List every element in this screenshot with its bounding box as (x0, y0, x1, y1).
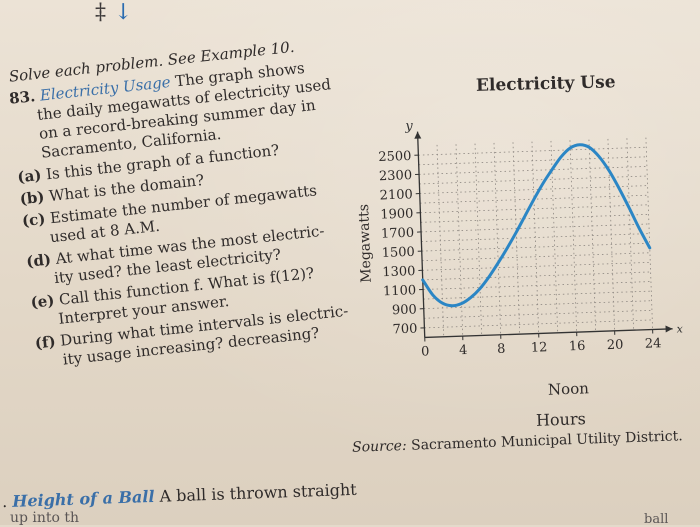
x-tick-label: 24 (645, 336, 662, 352)
grid-line-horizontal (418, 147, 646, 155)
grid-line-horizontal (421, 234, 649, 242)
part-label: (c) (21, 210, 46, 230)
problem-83: Solve each problem. See Example 10. 83. … (6, 34, 366, 373)
part-label: (b) (19, 188, 45, 208)
down-arrow-icon: ↓ (114, 0, 140, 25)
grid-line-horizontal (421, 224, 649, 232)
y-tick-label: 1500 (381, 245, 415, 261)
source-line: Source: Sacramento Municipal Utility Dis… (352, 428, 683, 456)
y-tick-label: 700 (392, 322, 417, 338)
x-axis-letter: x (676, 322, 683, 335)
y-tick-label: 1300 (382, 264, 416, 280)
next-problem-tail: up into th (10, 510, 79, 526)
chart-title: Electricity Use (476, 72, 616, 96)
y-tick-label: 2300 (379, 168, 413, 184)
top-marks: ‡↓ (95, 0, 140, 25)
next-problem-text: A ball is thrown straight (159, 480, 357, 506)
y-axis-title: Megawatts (356, 204, 375, 283)
x-axis-label: Hours (536, 409, 586, 430)
next-bullet: . (2, 492, 8, 511)
series-line (418, 142, 651, 306)
x-tick-label: 0 (421, 344, 430, 359)
problem-number: 83. (8, 87, 36, 108)
part-label: (d) (25, 250, 51, 270)
y-axis-letter: y (404, 119, 414, 134)
next-problem: . Height of a Ball A ball is thrown stra… (2, 480, 357, 511)
x-tick-label: 12 (531, 340, 548, 356)
part-label: (e) (30, 291, 56, 311)
grid-line-horizontal (423, 282, 651, 290)
x-note-noon: Noon (548, 379, 589, 398)
y-tick-label: 2500 (378, 149, 412, 165)
chart-svg: x y 700 900 1100 1300 1500 1700 1900 2100 2300 2500… (345, 106, 700, 408)
y-tick-label: 1100 (383, 283, 417, 299)
electricity-chart: x y 700 900 1100 1300 1500 1700 1900 2100 2300 2500… (345, 106, 700, 408)
grid-line-vertical (494, 143, 501, 335)
x-axis-arrow-icon (665, 325, 672, 332)
y-tick-label: 900 (392, 302, 417, 318)
grid-line-vertical (627, 138, 634, 330)
y-tick-label: 1900 (380, 206, 414, 222)
next-problem-title: Height of a Ball (12, 487, 155, 511)
part-label: (a) (17, 166, 43, 186)
source-label: Source: (352, 438, 407, 456)
part-label: (f) (34, 332, 56, 352)
y-axis-arrow-icon (414, 131, 421, 138)
source-text: Sacramento Municipal Utility District. (411, 428, 683, 453)
x-tick-label: 16 (569, 339, 586, 355)
y-axis (418, 132, 425, 338)
y-tick-label: 1700 (381, 226, 415, 242)
x-tick-label: 8 (497, 342, 506, 357)
dagger-mark: ‡ (95, 0, 114, 25)
x-axis (425, 329, 673, 338)
x-tick-label: 4 (459, 343, 468, 358)
y-tick-label: 2100 (379, 187, 413, 203)
grid-line-vertical (456, 144, 463, 336)
x-tick-label: 20 (607, 338, 624, 354)
